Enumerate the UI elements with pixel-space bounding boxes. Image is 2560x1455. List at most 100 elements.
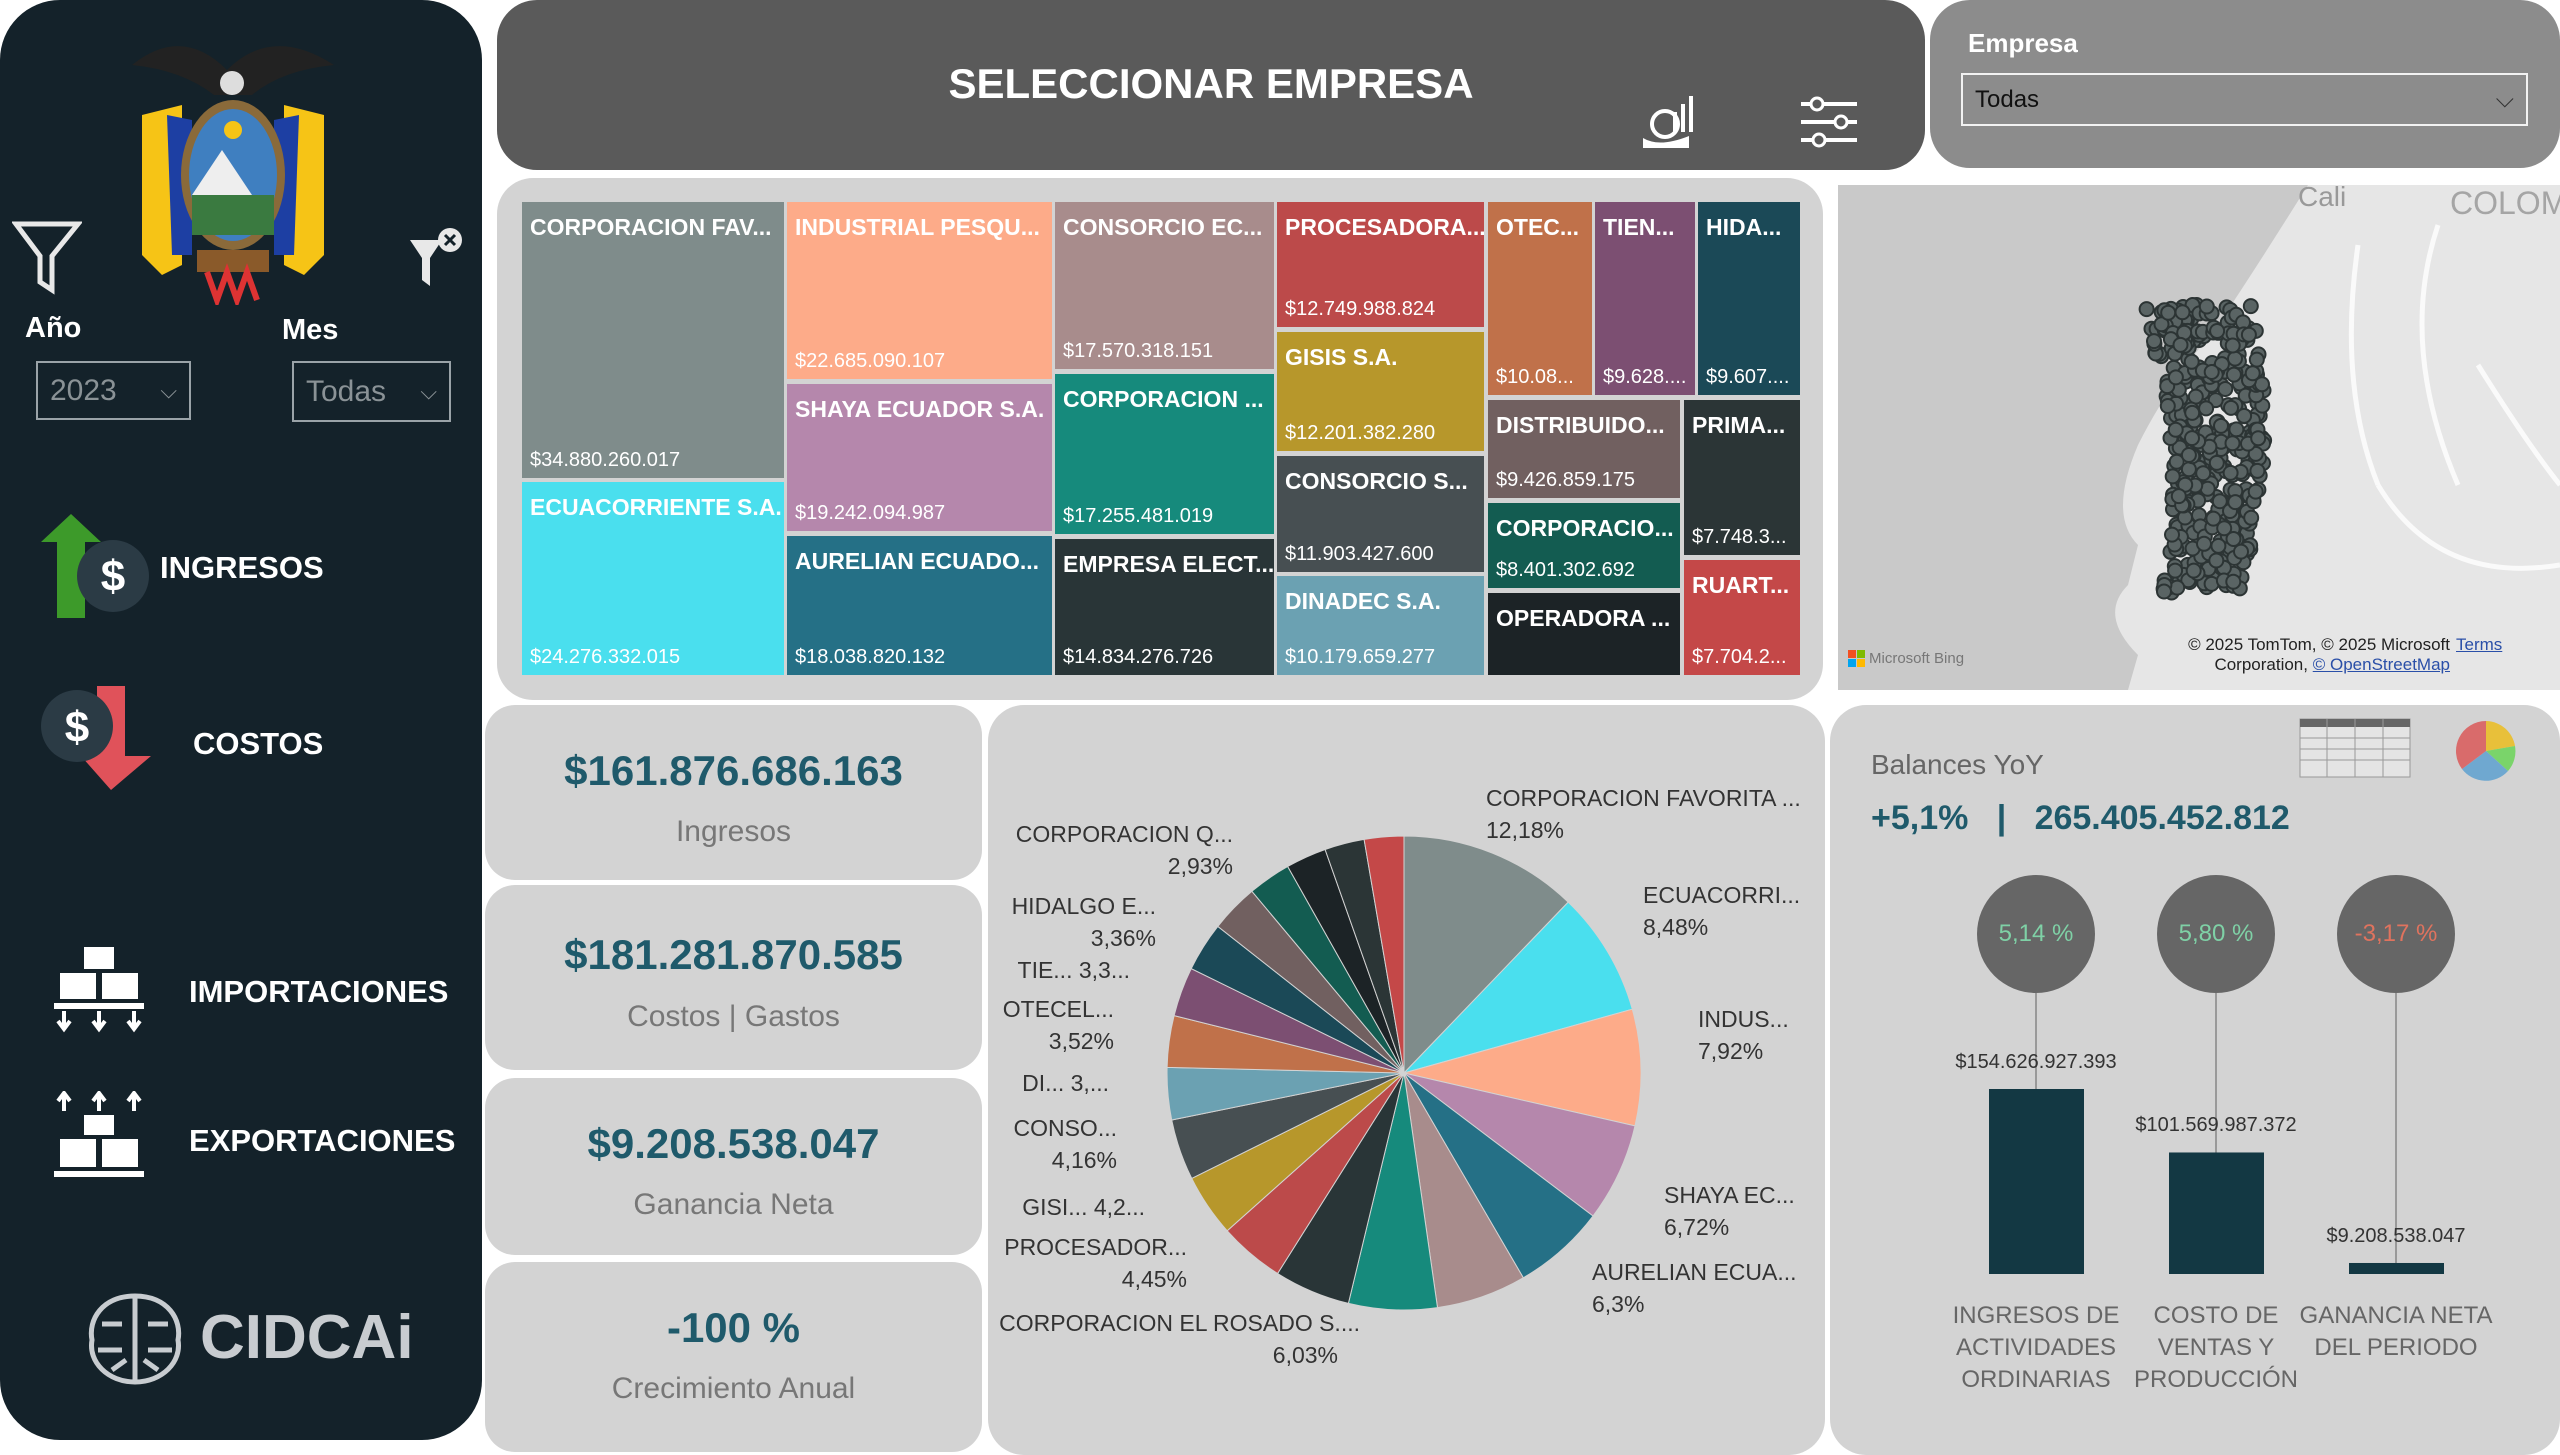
location-marker[interactable] <box>2184 430 2200 447</box>
location-marker[interactable] <box>2160 304 2177 321</box>
location-marker[interactable] <box>2187 388 2204 405</box>
month-dropdown[interactable]: Todas ⌵ <box>292 361 451 422</box>
location-marker[interactable] <box>2222 464 2239 481</box>
location-marker[interactable] <box>2185 562 2202 579</box>
location-marker[interactable] <box>2208 552 2225 569</box>
location-marker[interactable] <box>2205 510 2222 527</box>
nav-importaciones[interactable]: IMPORTACIONES <box>54 947 454 1033</box>
location-marker[interactable] <box>2156 583 2172 600</box>
tile-name: INDUSTRIAL PESQU... <box>795 214 1040 240</box>
treemap-tile[interactable]: OTEC... $10.08... <box>1488 202 1592 395</box>
location-marker[interactable] <box>2172 336 2189 353</box>
location-marker[interactable] <box>2249 462 2266 479</box>
location-marker[interactable] <box>2180 461 2197 478</box>
treemap-tile[interactable]: RUART... $7.704.2... <box>1684 560 1800 675</box>
location-marker[interactable] <box>2195 465 2212 482</box>
location-marker[interactable] <box>2170 488 2187 505</box>
nav-ingresos[interactable]: $ INGRESOS <box>41 514 441 618</box>
money-chart-icon[interactable] <box>1639 92 1699 152</box>
location-marker[interactable] <box>2217 381 2234 397</box>
table-view-icon[interactable] <box>2299 718 2411 778</box>
treemap-tile[interactable]: SHAYA ECUADOR S.A. $19.242.094.987 <box>787 384 1052 531</box>
treemap-tile[interactable]: PROCESADORA... $12.749.988.824 <box>1277 202 1484 327</box>
exports-icon <box>54 1091 144 1177</box>
empresa-dropdown[interactable]: Todas ⌵ <box>1961 73 2528 126</box>
location-marker[interactable] <box>2240 326 2257 343</box>
location-marker[interactable] <box>2225 366 2242 383</box>
treemap-tile[interactable]: CONSORCIO EC... $17.570.318.151 <box>1055 202 1274 369</box>
location-marker[interactable] <box>2174 304 2191 321</box>
treemap-tile[interactable]: AURELIAN ECUADO... $18.038.820.132 <box>787 536 1052 675</box>
location-marker[interactable] <box>2209 323 2226 339</box>
nav-exportaciones[interactable]: EXPORTACIONES <box>54 1091 455 1181</box>
location-marker[interactable] <box>2198 400 2215 417</box>
year-dropdown[interactable]: 2023 ⌵ <box>36 361 191 420</box>
pie-data-label: CORPORACION Q... 2,93% <box>1016 818 1233 882</box>
location-marker[interactable] <box>2227 494 2244 511</box>
location-marker[interactable] <box>2223 399 2239 416</box>
location-marker[interactable] <box>2250 430 2267 447</box>
location-marker[interactable] <box>2183 353 2200 370</box>
location-marker[interactable] <box>2167 562 2184 579</box>
treemap-tile[interactable]: PRIMA... $7.748.3... <box>1684 400 1800 555</box>
company-map[interactable]: Cali COLOM Microsoft Bing © 2025 TomTom,… <box>1838 185 2560 690</box>
treemap-tile[interactable]: CORPORACION FAV... $34.880.260.017 <box>522 202 784 478</box>
location-marker[interactable] <box>2248 351 2265 368</box>
terms-link[interactable]: Terms <box>2456 635 2503 654</box>
pie-chart-icon[interactable] <box>2455 720 2517 782</box>
location-marker[interactable] <box>2184 404 2201 421</box>
location-marker[interactable] <box>2180 447 2197 463</box>
location-marker[interactable] <box>2233 543 2249 560</box>
location-marker[interactable] <box>2213 417 2229 434</box>
treemap-tile[interactable]: CORPORACIO... $8.401.302.692 <box>1488 503 1680 588</box>
location-marker[interactable] <box>2210 537 2227 554</box>
location-marker[interactable] <box>2211 493 2228 510</box>
location-marker[interactable] <box>2167 421 2184 438</box>
location-marker[interactable] <box>2208 454 2225 471</box>
osm-link[interactable]: © OpenStreetMap <box>2312 655 2450 674</box>
treemap-tile[interactable]: INDUSTRIAL PESQU... $22.685.090.107 <box>787 202 1052 379</box>
location-marker[interactable] <box>2244 365 2261 382</box>
tile-name: OPERADORA ... <box>1496 605 1671 631</box>
location-marker[interactable] <box>2225 531 2242 547</box>
treemap-tile[interactable]: EMPRESA ELECT... $14.834.276.726 <box>1055 539 1274 675</box>
location-marker[interactable] <box>2224 435 2241 452</box>
brain-circuit-icon <box>88 1293 182 1385</box>
treemap-tile[interactable]: OPERADORA ... <box>1488 593 1680 675</box>
location-marker[interactable] <box>2198 298 2215 315</box>
location-marker[interactable] <box>2224 337 2241 354</box>
location-marker[interactable] <box>2203 364 2220 380</box>
treemap-tile[interactable]: TIEN... $9.628.... <box>1595 202 1695 395</box>
location-marker[interactable] <box>2228 421 2245 438</box>
treemap-tile[interactable]: GISIS S.A. $12.201.382.280 <box>1277 332 1484 451</box>
filter-icon[interactable] <box>12 218 82 296</box>
location-marker[interactable] <box>2216 520 2233 537</box>
treemap-tile[interactable]: HIDA... $9.607.... <box>1698 202 1800 395</box>
location-marker[interactable] <box>2159 398 2176 414</box>
treemap-tile[interactable]: DINADEC S.A. $10.179.659.277 <box>1277 576 1484 675</box>
location-marker[interactable] <box>2167 369 2184 386</box>
location-marker[interactable] <box>2243 509 2260 526</box>
location-marker[interactable] <box>2169 579 2186 596</box>
location-marker[interactable] <box>2247 483 2264 500</box>
location-marker[interactable] <box>2146 333 2162 350</box>
treemap-tile[interactable]: ECUACORRIENTE S.A. $24.276.332.015 <box>522 482 784 675</box>
settings-sliders-icon[interactable] <box>1799 96 1859 148</box>
treemap-tile[interactable]: CORPORACION ... $17.255.481.019 <box>1055 374 1274 534</box>
nav-costos[interactable]: $ COSTOS <box>41 686 441 790</box>
location-marker[interactable] <box>2164 468 2181 485</box>
location-marker[interactable] <box>2138 301 2155 318</box>
tile-name: GISIS S.A. <box>1285 344 1398 370</box>
month-value: Todas <box>306 374 387 408</box>
location-marker[interactable] <box>2164 526 2180 543</box>
location-marker[interactable] <box>2227 350 2243 367</box>
location-marker[interactable] <box>2242 298 2259 315</box>
summary-separator: | <box>1996 799 2007 837</box>
treemap-tile[interactable]: CONSORCIO S... $11.903.427.600 <box>1277 456 1484 572</box>
clear-filter-icon[interactable] <box>408 226 466 290</box>
location-marker[interactable] <box>2236 407 2253 424</box>
location-marker[interactable] <box>2225 573 2242 590</box>
location-marker[interactable] <box>2153 316 2170 333</box>
treemap-tile[interactable]: DISTRIBUIDO... $9.426.859.175 <box>1488 400 1680 498</box>
location-marker[interactable] <box>2196 535 2212 552</box>
